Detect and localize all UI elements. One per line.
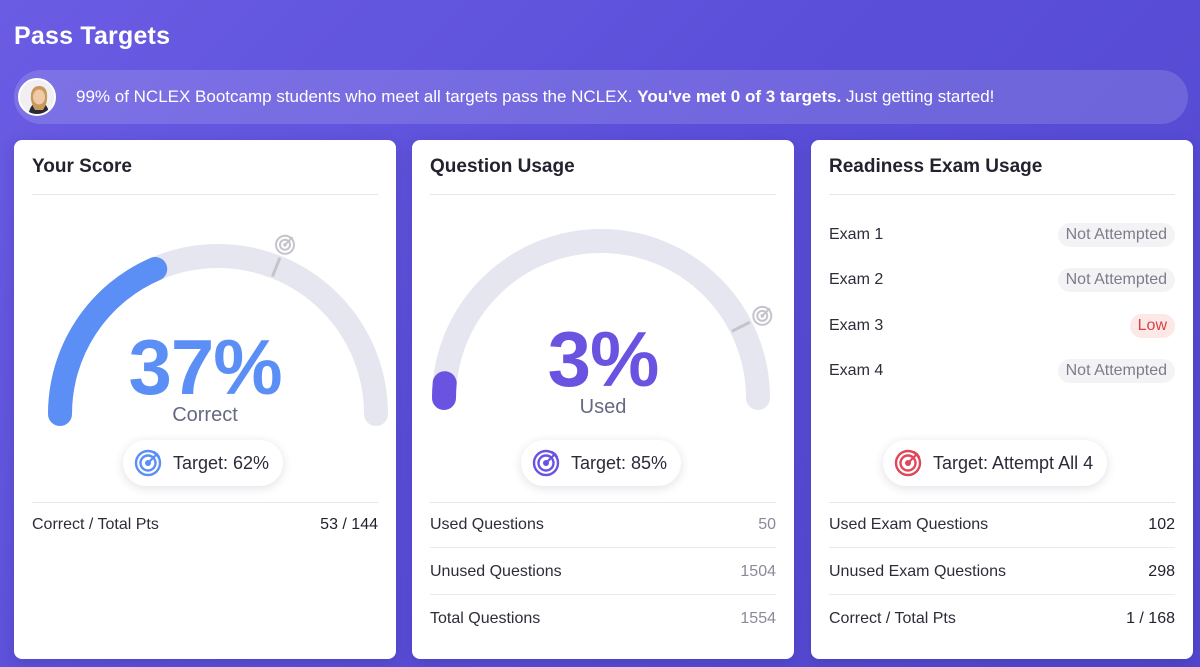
usage-stat-row: Used Questions 50 — [430, 502, 776, 548]
readiness-stat-row: Used Exam Questions 102 — [829, 502, 1175, 548]
score-gauge — [48, 234, 388, 426]
readiness-card-title: Readiness Exam Usage — [829, 156, 1043, 177]
exam-status-badge: Not Attempted — [1057, 223, 1175, 247]
banner-text-before: 99% of NCLEX Bootcamp students who meet … — [76, 87, 633, 106]
readiness-stat-value: 102 — [1148, 515, 1175, 533]
divider — [829, 194, 1175, 195]
target-icon — [894, 449, 922, 477]
exam-status-badge: Not Attempted — [1057, 359, 1175, 383]
banner-text-bold: You've met 0 of 3 targets. — [637, 87, 842, 106]
exam-row[interactable]: Exam 4 Not Attempted — [829, 356, 1175, 386]
exam-label: Exam 2 — [829, 271, 884, 288]
usage-gauge — [432, 229, 773, 410]
usage-stat-value: 1504 — [740, 562, 776, 580]
usage-target-marker-icon — [752, 305, 773, 326]
target-icon — [134, 449, 162, 477]
readiness-stat-value: 1 / 168 — [1126, 610, 1175, 627]
readiness-stat-row: Correct / Total Pts 1 / 168 — [829, 596, 1175, 642]
usage-stat-label: Used Questions — [430, 515, 544, 533]
score-target-label: Target: 62% — [173, 452, 270, 473]
usage-stat-label: Unused Questions — [430, 562, 562, 580]
score-stat-value: 53 / 144 — [320, 516, 378, 533]
target-icon — [532, 449, 560, 477]
exam-label: Exam 4 — [829, 362, 884, 379]
exam-status-badge: Low — [1129, 314, 1175, 338]
page-title: Pass Targets — [14, 22, 171, 50]
targets-banner: 99% of NCLEX Bootcamp students who meet … — [14, 70, 1188, 124]
score-gauge-fill — [48, 256, 168, 426]
exam-row[interactable]: Exam 2 Not Attempted — [829, 265, 1175, 295]
readiness-stat-value: 298 — [1148, 562, 1175, 580]
avatar — [18, 78, 56, 116]
banner-message: 99% of NCLEX Bootcamp students who meet … — [76, 87, 994, 107]
usage-stat-value: 1554 — [740, 610, 776, 627]
exam-label: Exam 3 — [829, 317, 884, 334]
score-card: Your Score 37% Correct Target: 62% Corre… — [14, 140, 396, 659]
divider — [32, 502, 378, 503]
usage-target-label: Target: 85% — [571, 452, 668, 473]
exam-row[interactable]: Exam 3 Low — [829, 311, 1175, 341]
score-target-marker-icon — [274, 234, 295, 255]
usage-card-title: Question Usage — [430, 156, 575, 177]
usage-stat-row: Unused Questions 1504 — [430, 549, 776, 595]
readiness-stat-label: Used Exam Questions — [829, 515, 989, 533]
score-target-pill[interactable]: Target: 62% — [123, 440, 284, 486]
usage-stat-value: 50 — [758, 515, 776, 533]
usage-stat-row: Total Questions 1554 — [430, 596, 776, 642]
score-stat-label: Correct / Total Pts — [32, 516, 159, 533]
divider — [430, 502, 776, 503]
readiness-target-pill[interactable]: Target: Attempt All 4 — [883, 440, 1108, 486]
readiness-stat-label: Unused Exam Questions — [829, 562, 1006, 580]
divider — [829, 502, 1175, 503]
usage-stat-label: Total Questions — [430, 610, 541, 627]
usage-target-marker — [731, 320, 751, 333]
usage-card: Question Usage 3% Used Target: 85% Used … — [412, 140, 794, 659]
usage-percent: 3% — [547, 315, 660, 403]
usage-target-pill[interactable]: Target: 85% — [521, 440, 682, 486]
exam-row[interactable]: Exam 1 Not Attempted — [829, 220, 1175, 250]
readiness-target-label: Target: Attempt All 4 — [933, 452, 1094, 473]
score-sub-label: Correct — [172, 404, 238, 426]
score-target-marker — [271, 257, 282, 277]
score-percent: 37% — [128, 323, 282, 411]
score-stat-row: Correct / Total Pts 53 / 144 — [32, 502, 378, 548]
divider — [430, 194, 776, 195]
banner-text-after: Just getting started! — [846, 87, 995, 106]
score-card-title: Your Score — [32, 156, 132, 177]
exam-label: Exam 1 — [829, 226, 884, 243]
divider — [32, 194, 378, 195]
readiness-stat-label: Correct / Total Pts — [829, 610, 956, 627]
exam-status-badge: Not Attempted — [1057, 268, 1175, 292]
readiness-card: Readiness Exam Usage Exam 1 Not Attempte… — [811, 140, 1193, 659]
usage-gauge-fill — [432, 371, 457, 410]
readiness-stat-row: Unused Exam Questions 298 — [829, 549, 1175, 595]
usage-sub-label: Used — [579, 396, 627, 418]
